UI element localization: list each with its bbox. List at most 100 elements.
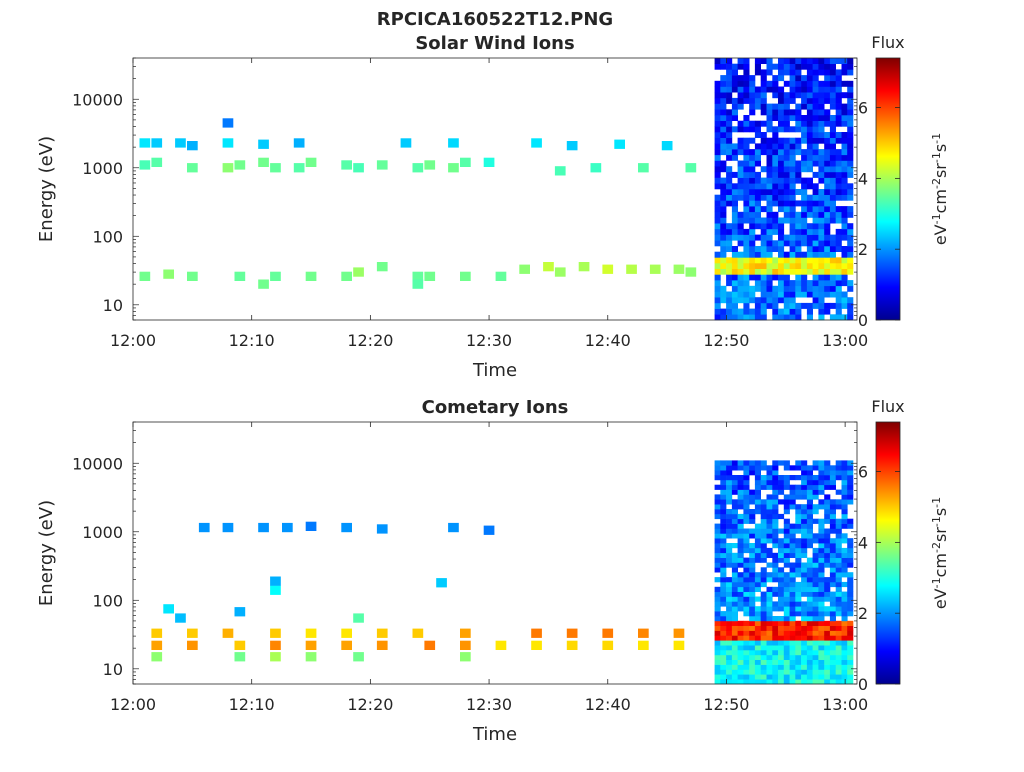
heatmap-cell <box>841 509 848 515</box>
heatmap-cell <box>714 308 721 315</box>
heatmap-cell <box>801 635 808 641</box>
heatmap-cell <box>783 596 790 602</box>
heatmap-cell <box>795 650 802 656</box>
heatmap-cell <box>714 669 721 675</box>
heatmap-cell <box>714 484 721 490</box>
heatmap-cell <box>829 635 836 641</box>
heatmap-cell <box>812 465 819 471</box>
heatmap-cell <box>714 543 721 549</box>
heatmap-cell <box>778 120 785 127</box>
heatmap-cell <box>795 679 802 685</box>
heatmap-cell <box>841 659 848 665</box>
heatmap-cell <box>754 630 761 636</box>
heatmap-cell <box>760 484 767 490</box>
heatmap-cell <box>847 126 854 133</box>
heatmap-cell <box>801 217 808 224</box>
heatmap-cell <box>760 513 767 520</box>
heatmap-cell <box>847 664 854 670</box>
heatmap-cell <box>801 200 808 207</box>
heatmap-cell <box>835 189 842 195</box>
heatmap-cell <box>720 674 727 680</box>
heatmap-cell <box>720 251 727 258</box>
heatmap-cell <box>726 616 733 622</box>
heatmap-cell <box>766 109 773 116</box>
heatmap-cell <box>806 567 813 573</box>
heatmap-cell <box>783 475 790 481</box>
heatmap-cell <box>749 547 756 554</box>
heatmap-cell <box>795 115 802 121</box>
heatmap-cell <box>754 103 761 110</box>
heatmap-cell <box>789 499 796 505</box>
heatmap-cell <box>778 274 785 281</box>
heatmap-cell <box>714 297 721 304</box>
heatmap-cell <box>789 620 796 626</box>
heatmap-cell <box>783 645 790 651</box>
heatmap-cell <box>720 475 727 481</box>
heatmap-cell <box>806 80 813 87</box>
heatmap-cell <box>806 200 813 207</box>
heatmap-cell <box>749 630 756 636</box>
heatmap-cell <box>448 163 459 173</box>
heatmap-cell <box>818 302 825 309</box>
heatmap-cell <box>754 479 761 486</box>
heatmap-cell <box>720 465 727 471</box>
heatmap-cell <box>841 257 848 264</box>
heatmap-cell <box>795 177 802 184</box>
heatmap-cell <box>783 577 790 583</box>
heatmap-cell <box>835 523 842 529</box>
heatmap-cell <box>801 611 808 617</box>
heatmap-cell <box>783 465 790 471</box>
heatmap-cell <box>818 484 825 490</box>
heatmap-cell <box>783 557 790 563</box>
heatmap-cell <box>743 314 750 321</box>
heatmap-cell <box>766 547 773 554</box>
heatmap-cell <box>835 75 842 82</box>
heatmap-cell <box>835 149 842 156</box>
heatmap-cell <box>766 513 773 520</box>
heatmap-cell <box>743 206 750 213</box>
heatmap-cell <box>806 115 813 121</box>
heatmap-cell <box>726 475 733 481</box>
heatmap-cell <box>772 465 779 471</box>
heatmap-cell <box>376 628 388 638</box>
heatmap-cell <box>766 504 773 510</box>
heatmap-cell <box>754 557 761 563</box>
heatmap-cell <box>743 302 750 309</box>
heatmap-cell <box>783 240 790 247</box>
heatmap-cell <box>341 160 352 170</box>
heatmap-cell <box>829 177 836 184</box>
heatmap-cell <box>760 581 767 588</box>
heatmap-cell <box>812 586 819 592</box>
heatmap-cell <box>749 86 756 93</box>
heatmap-cell <box>737 86 744 93</box>
heatmap-cell <box>835 166 842 173</box>
heatmap-cell <box>754 160 761 167</box>
heatmap-cell <box>772 75 779 82</box>
heatmap-cell <box>801 251 808 258</box>
heatmap-cell <box>795 223 802 230</box>
heatmap-cell <box>714 679 721 685</box>
heatmap-cell <box>714 217 721 224</box>
heatmap-cell <box>835 80 842 87</box>
heatmap-cell <box>812 669 819 675</box>
heatmap-cell <box>789 635 796 641</box>
heatmap-cell <box>795 475 802 481</box>
heatmap-cell <box>754 616 761 622</box>
heatmap-cell <box>783 650 790 656</box>
heatmap-cell <box>847 97 854 104</box>
heatmap-cell <box>673 640 685 650</box>
heatmap-cell <box>714 504 721 510</box>
heatmap-cell <box>749 246 756 252</box>
y-tick-label: 10 <box>103 296 123 315</box>
heatmap-cell <box>841 154 848 161</box>
heatmap-cell <box>801 211 808 218</box>
heatmap-cell <box>731 97 738 104</box>
heatmap-cell <box>766 611 773 617</box>
heatmap-cell <box>731 518 738 524</box>
heatmap-cell <box>812 274 819 281</box>
heatmap-cell <box>754 234 761 241</box>
heatmap-cell <box>760 601 767 607</box>
heatmap-cell <box>824 97 831 104</box>
heatmap-cell <box>749 562 756 568</box>
heatmap-cell <box>801 504 808 510</box>
